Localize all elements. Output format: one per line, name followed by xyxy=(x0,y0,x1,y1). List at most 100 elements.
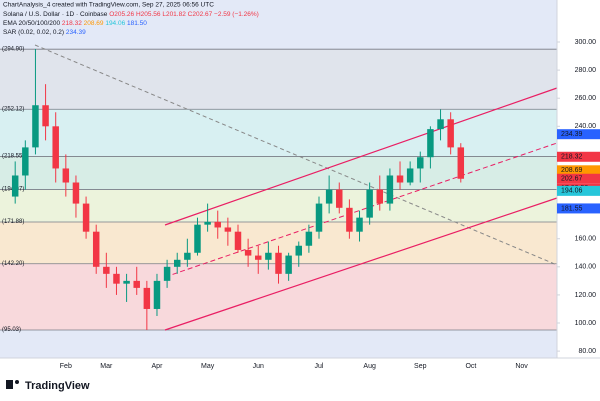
candle-body xyxy=(72,182,80,204)
candle-body xyxy=(153,280,161,309)
candle-body xyxy=(417,157,424,169)
candle-body xyxy=(346,207,353,232)
x-tick-label: Jul xyxy=(315,363,324,370)
y-tick-label: 140.00 xyxy=(575,264,597,271)
brand-name: TradingView xyxy=(25,380,90,392)
fib-zone xyxy=(0,156,557,190)
candle-body xyxy=(356,217,363,232)
ohlc: O205.26 H205.56 L201.82 C202.67 −2.59 (−… xyxy=(109,11,259,18)
candle-body xyxy=(406,168,414,183)
price-tag-label: 218.32 xyxy=(561,154,583,161)
candle-body xyxy=(275,252,282,274)
y-tick-label: 120.00 xyxy=(575,292,597,299)
logo-mark xyxy=(6,380,13,389)
candle-body xyxy=(103,266,110,274)
x-tick-label: Sep xyxy=(414,363,427,370)
channel-middle xyxy=(164,142,558,278)
price-tag-label: 181.55 xyxy=(561,205,583,212)
x-tick-label: Nov xyxy=(515,363,528,370)
candle-body xyxy=(204,221,211,225)
legend: ChartAnalysis_4 created with TradingView… xyxy=(3,2,259,36)
candle-body xyxy=(143,287,151,309)
candle-body xyxy=(325,189,333,204)
x-tick-label: Feb xyxy=(60,363,72,370)
fib-zone xyxy=(0,109,557,157)
y-tick-label: 240.00 xyxy=(575,123,597,130)
candle-body xyxy=(255,255,262,260)
channel-upper xyxy=(164,87,558,226)
x-tick-label: Oct xyxy=(465,363,476,370)
price-tag xyxy=(557,173,600,184)
candle-body xyxy=(376,189,384,204)
candle-body xyxy=(133,280,140,288)
candle-body xyxy=(447,119,454,148)
candle-body xyxy=(184,252,191,260)
y-tick-label: 300.00 xyxy=(575,39,597,46)
fib-label: (218.55) xyxy=(2,154,24,160)
candle-body xyxy=(295,245,302,256)
channel-lower xyxy=(164,197,558,331)
x-tick-label: Mar xyxy=(100,363,113,370)
candle-body xyxy=(123,280,130,284)
ema-legend: EMA 20/50/100/200 218.32 208.69 194.06 1… xyxy=(3,20,147,27)
brand: TradingView xyxy=(6,380,90,392)
candle-body xyxy=(244,249,252,256)
sar-name: SAR (0.02, 0.02, 0.2) xyxy=(3,29,64,36)
candle-body xyxy=(224,227,232,232)
candle-body xyxy=(194,224,201,253)
fib-label: (252.12) xyxy=(2,106,24,112)
y-tick-label: 260.00 xyxy=(575,95,597,102)
x-tick-label: May xyxy=(201,363,215,370)
candle-body xyxy=(62,168,70,183)
candle-body xyxy=(163,266,171,281)
candle-body xyxy=(52,126,59,169)
candle-body xyxy=(366,189,373,218)
price-tag-label: 194.06 xyxy=(561,188,583,195)
price-tag-label: 202.67 xyxy=(561,176,583,183)
x-tick-label: Apr xyxy=(152,363,164,370)
candle-body xyxy=(427,129,434,158)
candle-body xyxy=(92,231,100,267)
candle-body xyxy=(386,175,394,204)
fib-zones: (294.90)(252.12)(218.55)(194.97)(171.88)… xyxy=(0,46,557,333)
ema-value: 181.50 xyxy=(127,20,147,27)
price-tag xyxy=(557,203,600,214)
candle-body xyxy=(22,147,29,176)
candle-body xyxy=(336,189,343,208)
logo-mark xyxy=(15,380,19,384)
fib-label: (171.88) xyxy=(2,219,24,225)
fib-zone xyxy=(0,49,557,110)
price-tag-label: 234.39 xyxy=(561,131,583,138)
ema-value: 194.06 xyxy=(105,20,125,27)
fib-zone xyxy=(0,189,557,223)
price-tag xyxy=(557,185,600,196)
candle-body xyxy=(396,175,404,183)
ema-value: 208.69 xyxy=(84,20,104,27)
trend-line xyxy=(34,44,558,266)
y-tick-label: 160.00 xyxy=(575,236,597,243)
price-tag xyxy=(557,165,600,176)
candle-body xyxy=(173,259,181,267)
candle-body xyxy=(113,273,120,284)
price-tag xyxy=(557,129,600,140)
sar-legend: SAR (0.02, 0.02, 0.2) 234.39 xyxy=(3,29,86,36)
y-tick-label: 80.00 xyxy=(578,348,596,355)
candle-body xyxy=(82,203,90,232)
fib-label: (142.20) xyxy=(2,261,24,267)
symbol: Solana / U.S. Dollar · 1D · Coinbase O20… xyxy=(3,11,259,18)
y-tick-label: 280.00 xyxy=(575,67,597,74)
candle-body xyxy=(11,175,19,197)
candle-body xyxy=(437,119,444,130)
drawings xyxy=(34,44,558,331)
candle-body xyxy=(265,252,272,260)
x-tick-label: Aug xyxy=(363,363,376,370)
ema-value: 218.32 xyxy=(62,20,82,27)
candle-body xyxy=(305,231,313,246)
fib-label: (294.90) xyxy=(2,46,24,52)
candles xyxy=(11,49,465,331)
ema-name: EMA 20/50/100/200 xyxy=(3,20,60,27)
price-tag-label: 208.69 xyxy=(561,167,583,174)
candle-body xyxy=(42,105,49,127)
candle-body xyxy=(32,105,39,148)
